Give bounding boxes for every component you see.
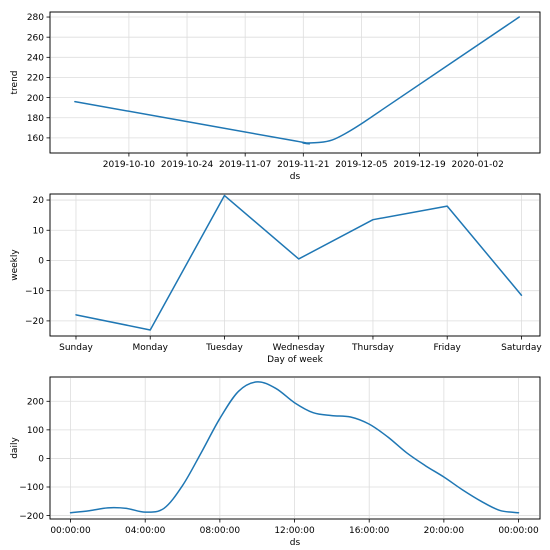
y-tick-label: 200 [27, 397, 44, 407]
x-axis-label: ds [290, 172, 301, 182]
x-tick-label: Friday [434, 343, 462, 353]
x-tick-label: 00:00:00 [50, 526, 91, 536]
x-axis-label: ds [290, 538, 301, 548]
y-tick-label: 0 [38, 257, 44, 267]
y-tick-label: 240 [27, 54, 44, 64]
y-tick-label: 200 [27, 94, 44, 104]
plot-area [50, 194, 540, 336]
y-tick-label: −20 [25, 317, 44, 327]
y-tick-label: 100 [27, 426, 44, 436]
y-tick-label: −10 [25, 287, 44, 297]
y-tick-label: 20 [33, 196, 45, 206]
chart-panel-0: 2019-10-10 2019-10-24 2019-11-07 2019-11-21… [10, 12, 540, 182]
x-tick-label: 16:00:00 [349, 526, 390, 536]
x-tick-label: Monday [132, 343, 168, 353]
y-tick-label: 10 [33, 226, 45, 236]
y-tick-label: 280 [27, 13, 44, 23]
y-tick-label: 160 [27, 134, 44, 144]
x-tick-label: Saturday [501, 343, 542, 353]
x-tick-label: 20:00:00 [424, 526, 465, 536]
x-tick-label: 08:00:00 [200, 526, 241, 536]
x-tick-label: 2019-11-21 [277, 160, 329, 170]
y-tick-label: 180 [27, 114, 44, 124]
x-tick-label: 2019-10-10 [103, 160, 156, 170]
plot-area [50, 12, 540, 153]
y-axis-label: weekly [10, 249, 20, 281]
x-tick-label: Tuesday [205, 343, 243, 353]
chart-panel-1: Sunday Monday Tuesday Wednesday Thursday Frid… [10, 194, 542, 365]
x-axis-label: Day of week [267, 355, 324, 365]
y-tick-label: 0 [38, 455, 44, 465]
x-tick-label: 2019-12-05 [335, 160, 387, 170]
x-tick-label: 12:00:00 [274, 526, 315, 536]
x-tick-label: 2020-01-02 [452, 160, 504, 170]
y-tick-label: 260 [27, 33, 44, 43]
plot-area [50, 377, 540, 519]
x-tick-label: Thursday [351, 343, 395, 353]
x-tick-label: 2019-11-07 [219, 160, 271, 170]
y-axis-label: daily [10, 437, 20, 459]
y-tick-label: 220 [27, 74, 44, 84]
x-tick-label: Sunday [59, 343, 93, 353]
x-tick-label: 04:00:00 [125, 526, 166, 536]
chart-panel-2: 00:00:00 04:00:00 08:00:00 12:00:00 16:00:00… [10, 377, 540, 548]
x-tick-label: Wednesday [273, 343, 326, 353]
x-tick-label: 00:00:00 [498, 526, 539, 536]
x-tick-label: 2019-12-19 [393, 160, 446, 170]
x-tick-label: 2019-10-24 [161, 160, 214, 170]
y-tick-label: −100 [19, 483, 44, 493]
y-axis-label: trend [10, 71, 20, 95]
y-tick-label: −200 [19, 512, 44, 522]
